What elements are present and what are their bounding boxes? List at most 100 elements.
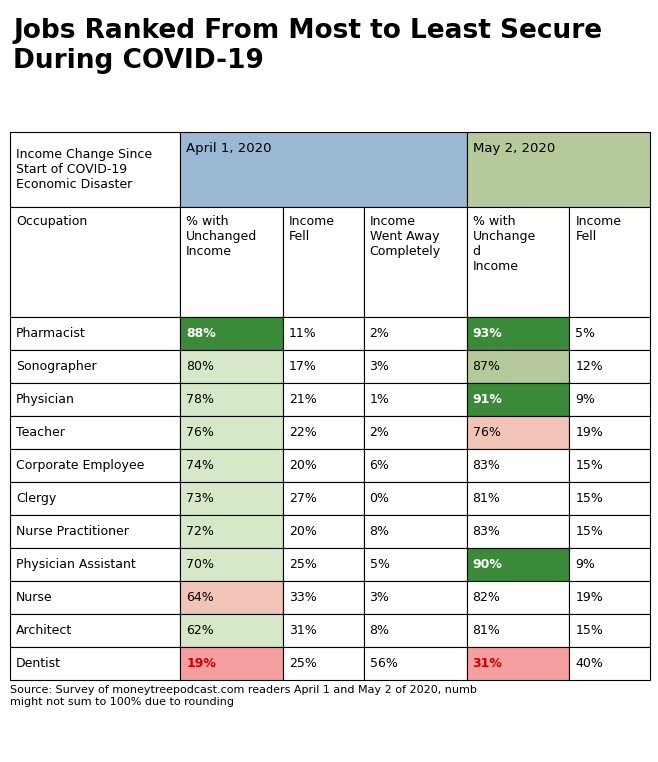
Text: Nurse Practitioner: Nurse Practitioner xyxy=(16,525,129,538)
Bar xyxy=(10,449,180,482)
Text: 88%: 88% xyxy=(186,327,216,340)
Text: 19%: 19% xyxy=(576,426,603,439)
Text: 93%: 93% xyxy=(472,327,502,340)
Text: 9%: 9% xyxy=(576,393,595,406)
Text: 90%: 90% xyxy=(472,558,502,571)
Bar xyxy=(283,317,364,350)
Text: 12%: 12% xyxy=(576,360,603,373)
Text: 25%: 25% xyxy=(289,558,317,571)
Bar xyxy=(180,132,467,207)
Text: 3%: 3% xyxy=(370,360,390,373)
Text: 82%: 82% xyxy=(472,591,500,604)
Bar xyxy=(10,614,180,647)
Bar xyxy=(569,647,650,680)
Bar xyxy=(180,548,283,581)
Bar xyxy=(467,581,569,614)
Text: 8%: 8% xyxy=(370,624,390,637)
Bar xyxy=(283,207,364,317)
Text: 78%: 78% xyxy=(186,393,214,406)
Bar xyxy=(10,647,180,680)
Text: Source: Survey of moneytreepodcast.com readers April 1 and May 2 of 2020, numb
m: Source: Survey of moneytreepodcast.com r… xyxy=(10,685,477,706)
Bar xyxy=(364,614,467,647)
Text: 31%: 31% xyxy=(289,624,316,637)
Bar xyxy=(364,207,467,317)
Text: 31%: 31% xyxy=(472,657,502,670)
Bar xyxy=(569,383,650,416)
Bar xyxy=(10,416,180,449)
Text: 22%: 22% xyxy=(289,426,316,439)
Text: 15%: 15% xyxy=(576,525,603,538)
Bar xyxy=(569,207,650,317)
Text: 5%: 5% xyxy=(576,327,595,340)
Bar xyxy=(180,482,283,515)
Text: 56%: 56% xyxy=(370,657,397,670)
Bar xyxy=(467,207,569,317)
Text: 81%: 81% xyxy=(472,624,500,637)
Text: 17%: 17% xyxy=(289,360,317,373)
Text: 83%: 83% xyxy=(472,525,500,538)
Bar xyxy=(180,515,283,548)
Bar xyxy=(569,317,650,350)
Text: Jobs Ranked From Most to Least Secure
During COVID-19: Jobs Ranked From Most to Least Secure Du… xyxy=(13,18,602,74)
Text: Income
Fell: Income Fell xyxy=(576,215,621,243)
Text: Income Change Since
Start of COVID-19
Economic Disaster: Income Change Since Start of COVID-19 Ec… xyxy=(16,148,152,191)
Bar xyxy=(569,581,650,614)
Text: 15%: 15% xyxy=(576,492,603,505)
Text: Sonographer: Sonographer xyxy=(16,360,97,373)
Bar xyxy=(10,581,180,614)
Text: 1%: 1% xyxy=(370,393,390,406)
Text: Physician Assistant: Physician Assistant xyxy=(16,558,136,571)
Text: Pharmacist: Pharmacist xyxy=(16,327,86,340)
Bar xyxy=(10,515,180,548)
Text: 21%: 21% xyxy=(289,393,316,406)
Text: 20%: 20% xyxy=(289,525,317,538)
Text: Dentist: Dentist xyxy=(16,657,61,670)
Bar xyxy=(569,482,650,515)
Text: 76%: 76% xyxy=(186,426,214,439)
Bar xyxy=(180,350,283,383)
Bar xyxy=(569,515,650,548)
Text: 19%: 19% xyxy=(186,657,216,670)
Bar xyxy=(364,515,467,548)
Text: 8%: 8% xyxy=(370,525,390,538)
Text: 74%: 74% xyxy=(186,459,214,472)
Bar xyxy=(467,548,569,581)
Bar xyxy=(180,317,283,350)
Text: 11%: 11% xyxy=(289,327,316,340)
Text: Clergy: Clergy xyxy=(16,492,56,505)
Text: 0%: 0% xyxy=(370,492,390,505)
Bar xyxy=(283,548,364,581)
Text: 3%: 3% xyxy=(370,591,390,604)
Bar xyxy=(10,383,180,416)
Text: 33%: 33% xyxy=(289,591,316,604)
Text: 2%: 2% xyxy=(370,327,390,340)
Text: 19%: 19% xyxy=(576,591,603,604)
Bar xyxy=(467,317,569,350)
Bar xyxy=(180,647,283,680)
Bar xyxy=(569,548,650,581)
Bar xyxy=(283,416,364,449)
Bar xyxy=(10,207,180,317)
Bar xyxy=(364,317,467,350)
Bar xyxy=(283,515,364,548)
Text: Corporate Employee: Corporate Employee xyxy=(16,459,144,472)
Text: 40%: 40% xyxy=(576,657,603,670)
Text: Architect: Architect xyxy=(16,624,72,637)
Bar xyxy=(467,482,569,515)
Text: 62%: 62% xyxy=(186,624,214,637)
Text: 25%: 25% xyxy=(289,657,317,670)
Bar xyxy=(10,482,180,515)
Bar xyxy=(283,581,364,614)
Bar xyxy=(283,482,364,515)
Text: April 1, 2020: April 1, 2020 xyxy=(186,142,272,155)
Text: % with
Unchanged
Income: % with Unchanged Income xyxy=(186,215,257,258)
Text: 27%: 27% xyxy=(289,492,317,505)
Bar xyxy=(364,482,467,515)
Text: 80%: 80% xyxy=(186,360,214,373)
Bar xyxy=(364,416,467,449)
Bar xyxy=(10,317,180,350)
Text: 64%: 64% xyxy=(186,591,214,604)
Text: 15%: 15% xyxy=(576,459,603,472)
Bar xyxy=(283,614,364,647)
Bar xyxy=(10,132,180,207)
